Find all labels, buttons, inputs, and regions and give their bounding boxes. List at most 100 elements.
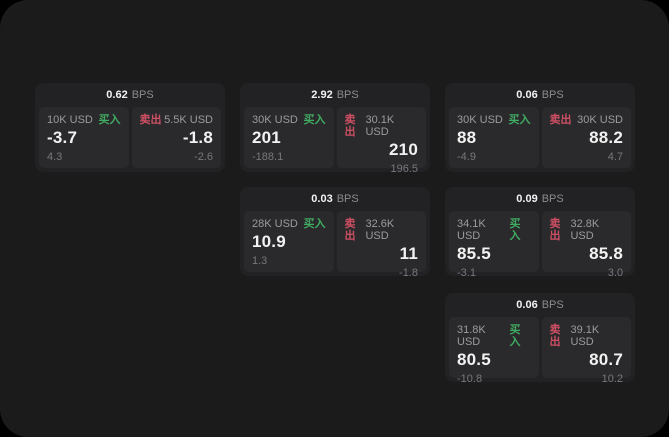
sell-side-label: 卖出	[344, 218, 356, 242]
sell-delta: -2.6	[194, 151, 213, 163]
sell-tile-top: 卖出 32.8K USD	[550, 218, 624, 242]
sell-amount: 30.1K USD	[365, 114, 395, 138]
sell-quote-tile[interactable]: 卖出 5.5K USD -1.8 -2.6	[131, 107, 221, 168]
buy-side-label: 买入	[509, 324, 521, 348]
quote-card: 0.62 BPS 10K USD 买入 -3.7 4.3 卖出 5.5K USD…	[35, 83, 225, 172]
buy-quote-tile[interactable]: 31.8K USD 买入 80.5 -10.8	[449, 317, 539, 385]
buy-tile-top: 28K USD 买入	[252, 218, 326, 230]
buy-price: 88	[457, 128, 477, 147]
quote-tiles: 30K USD 买入 201 -188.1 卖出 30.1K USD 210 1…	[244, 107, 426, 175]
sell-side-label: 卖出	[549, 324, 561, 348]
buy-tile-top: 34.1K USD 买入	[457, 218, 531, 242]
sell-amount: 32.6K USD	[365, 218, 395, 242]
buy-amount: 31.8K USD	[457, 324, 486, 348]
bps-unit-label: BPS	[541, 193, 564, 205]
buy-quote-tile[interactable]: 30K USD 买入 201 -188.1	[244, 107, 334, 168]
buy-delta: -188.1	[252, 151, 284, 163]
sell-amount: 5.5K USD	[164, 114, 213, 126]
sell-tile-top: 卖出 32.6K USD	[345, 218, 419, 242]
card-header: 2.92 BPS	[244, 83, 426, 107]
buy-tile-top: 10K USD 买入	[47, 114, 121, 126]
buy-amount: 10K USD	[47, 114, 93, 126]
buy-delta: 1.3	[252, 255, 268, 267]
quote-tiles: 34.1K USD 买入 85.5 -3.1 卖出 32.8K USD 85.8…	[449, 211, 631, 279]
buy-quote-tile[interactable]: 34.1K USD 买入 85.5 -3.1	[449, 211, 539, 279]
buy-delta: -4.9	[457, 151, 476, 163]
sell-quote-tile[interactable]: 卖出 39.1K USD 80.7 10.2	[541, 317, 631, 385]
sell-tile-top: 卖出 30.1K USD	[345, 114, 419, 138]
buy-quote-tile[interactable]: 28K USD 买入 10.9 1.3	[244, 211, 334, 272]
sell-amount: 39.1K USD	[570, 324, 600, 348]
sell-delta: 4.7	[607, 151, 623, 163]
sell-side-label: 卖出	[139, 114, 162, 126]
bps-value: 0.06	[516, 89, 538, 101]
bps-value: 0.06	[516, 299, 538, 311]
buy-delta: -3.1	[457, 267, 476, 279]
sell-side-label: 卖出	[549, 218, 561, 242]
sell-side-label: 卖出	[549, 114, 572, 126]
buy-price: 10.9	[252, 232, 286, 251]
card-header: 0.62 BPS	[39, 83, 221, 107]
sell-price: 11	[399, 244, 418, 263]
buy-amount: 28K USD	[252, 218, 298, 230]
card-header: 0.09 BPS	[449, 187, 631, 211]
buy-side-label: 买入	[508, 114, 531, 126]
sell-tile-top: 卖出 39.1K USD	[550, 324, 624, 348]
buy-side-label: 买入	[303, 114, 326, 126]
buy-delta: -10.8	[457, 373, 483, 385]
buy-tile-top: 30K USD 买入	[252, 114, 326, 126]
buy-side-label: 买入	[303, 218, 326, 230]
sell-price: 85.8	[589, 244, 623, 263]
bps-unit-label: BPS	[541, 299, 564, 311]
buy-quote-tile[interactable]: 30K USD 买入 88 -4.9	[449, 107, 539, 168]
buy-price: 201	[252, 128, 281, 147]
sell-quote-tile[interactable]: 卖出 32.6K USD 11 -1.8	[336, 211, 426, 279]
card-header: 0.03 BPS	[244, 187, 426, 211]
bps-value: 2.92	[311, 89, 333, 101]
bps-unit-label: BPS	[336, 193, 359, 205]
sell-delta: 196.5	[390, 163, 418, 175]
quote-card: 0.06 BPS 31.8K USD 买入 80.5 -10.8 卖出 39.1…	[445, 293, 635, 385]
buy-amount: 30K USD	[252, 114, 298, 126]
buy-price: 80.5	[457, 350, 491, 369]
buy-price: 85.5	[457, 244, 491, 263]
quote-card: 0.03 BPS 28K USD 买入 10.9 1.3 卖出 32.6K US…	[240, 187, 430, 279]
buy-tile-top: 31.8K USD 买入	[457, 324, 531, 348]
sell-delta: 10.2	[601, 373, 623, 385]
bps-unit-label: BPS	[336, 89, 359, 101]
sell-delta: -1.8	[399, 267, 418, 279]
quote-tiles: 28K USD 买入 10.9 1.3 卖出 32.6K USD 11 -1.8	[244, 211, 426, 279]
card-header: 0.06 BPS	[449, 293, 631, 317]
bps-unit-label: BPS	[541, 89, 564, 101]
quote-card: 0.09 BPS 34.1K USD 买入 85.5 -3.1 卖出 32.8K…	[445, 187, 635, 279]
sell-tile-top: 卖出 30K USD	[550, 114, 624, 126]
quote-tiles: 30K USD 买入 88 -4.9 卖出 30K USD 88.2 4.7	[449, 107, 631, 168]
buy-amount: 30K USD	[457, 114, 503, 126]
buy-quote-tile[interactable]: 10K USD 买入 -3.7 4.3	[39, 107, 129, 168]
sell-quote-tile[interactable]: 卖出 30K USD 88.2 4.7	[541, 107, 631, 168]
bps-unit-label: BPS	[131, 89, 154, 101]
bps-value: 0.09	[516, 193, 538, 205]
sell-tile-top: 卖出 5.5K USD	[140, 114, 214, 126]
buy-side-label: 买入	[509, 218, 521, 242]
sell-amount: 30K USD	[577, 114, 623, 126]
sell-amount: 32.8K USD	[570, 218, 600, 242]
quote-card: 0.06 BPS 30K USD 买入 88 -4.9 卖出 30K USD 8…	[445, 83, 635, 172]
sell-price: 88.2	[589, 128, 623, 147]
sell-delta: 3.0	[607, 267, 623, 279]
buy-tile-top: 30K USD 买入	[457, 114, 531, 126]
bps-value: 0.62	[106, 89, 128, 101]
quote-tiles: 10K USD 买入 -3.7 4.3 卖出 5.5K USD -1.8 -2.…	[39, 107, 221, 168]
sell-quote-tile[interactable]: 卖出 32.8K USD 85.8 3.0	[541, 211, 631, 279]
card-header: 0.06 BPS	[449, 83, 631, 107]
sell-quote-tile[interactable]: 卖出 30.1K USD 210 196.5	[336, 107, 426, 175]
quote-card: 2.92 BPS 30K USD 买入 201 -188.1 卖出 30.1K …	[240, 83, 430, 175]
buy-delta: 4.3	[47, 151, 63, 163]
buy-amount: 34.1K USD	[457, 218, 486, 242]
buy-price: -3.7	[47, 128, 78, 147]
buy-side-label: 买入	[98, 114, 121, 126]
sell-side-label: 卖出	[344, 114, 356, 138]
sell-price: 80.7	[589, 350, 623, 369]
sell-price: 210	[389, 140, 418, 159]
